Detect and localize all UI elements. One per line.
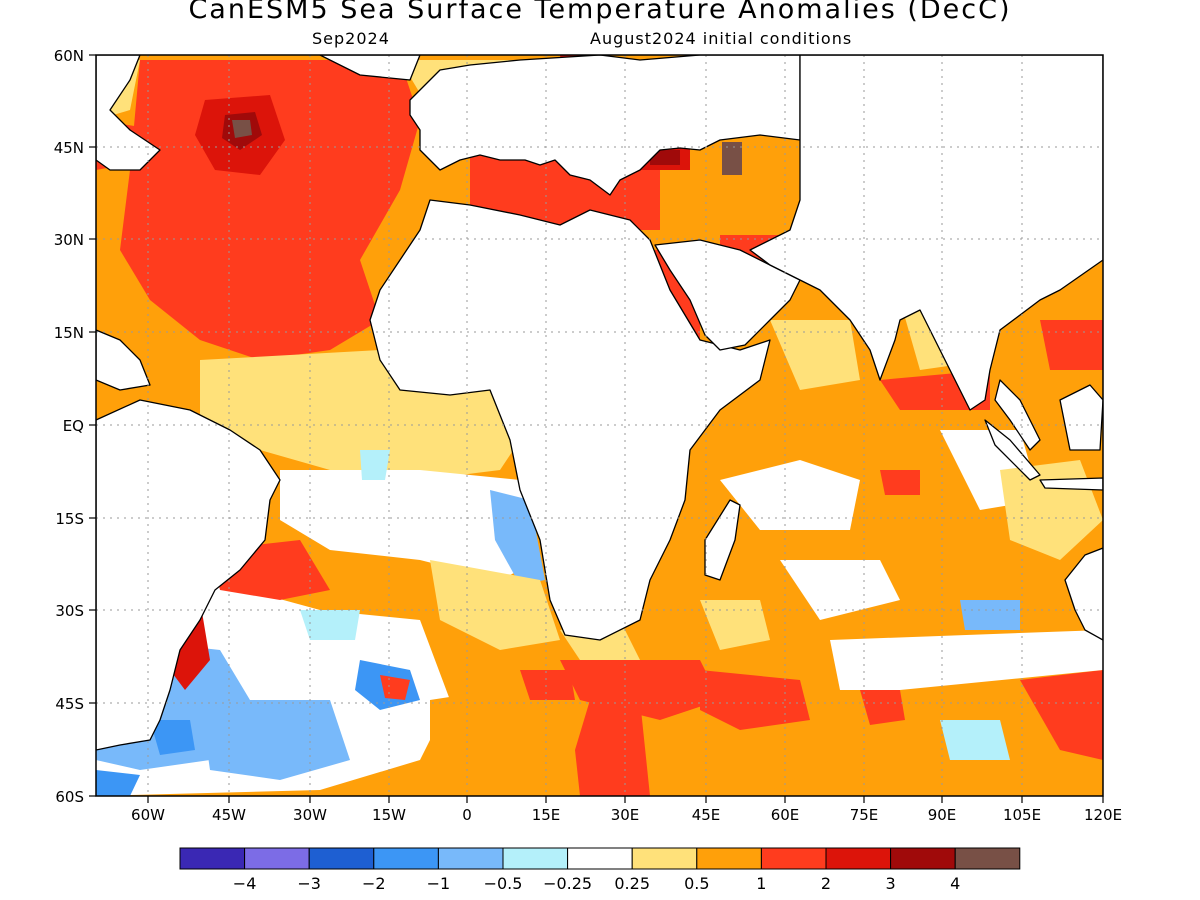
colorbar-label: −0.5 <box>484 874 523 893</box>
lon-tick-label: 105E <box>1003 806 1041 824</box>
colorbar-swatch <box>567 847 633 870</box>
colorbar-label: 2 <box>821 874 831 893</box>
latitude-labels: 60N 45N 30N 15N EQ 15S 30S 45S 60S <box>54 47 84 806</box>
north-america-landmass <box>96 55 161 171</box>
lon-tick-label: 30W <box>293 806 327 824</box>
colorbar-label: 4 <box>950 874 960 893</box>
colorbar-swatch <box>825 847 892 870</box>
colorbar-swatch <box>437 847 504 870</box>
lat-tick-label: 60S <box>55 788 84 806</box>
southeast-asia-landmass <box>994 379 1041 451</box>
lon-tick-label: 30E <box>611 806 640 824</box>
australia-landmass <box>1064 547 1103 641</box>
colorbar: −4 −3 −2 −1 −0.5 −0.25 0.25 0.5 1 2 3 4 <box>179 847 1021 893</box>
colorbar-swatch <box>502 847 569 870</box>
colorbar-label: 0.25 <box>614 874 650 893</box>
colorbar-label: 0.5 <box>684 874 709 893</box>
colorbar-swatch <box>179 847 246 870</box>
lon-tick-label: 0 <box>462 806 472 824</box>
south-america-landmass <box>96 399 281 751</box>
lon-tick-label: 15E <box>532 806 561 824</box>
europe-landmass <box>409 55 801 196</box>
lat-tick-label: 45S <box>55 695 84 713</box>
lon-tick-label: 45E <box>692 806 721 824</box>
initial-conditions-label: August2024 initial conditions <box>590 29 853 48</box>
longitude-labels: 60W 45W 30W 15W 0 15E 30E 45E 60E 75E 90… <box>131 806 1122 824</box>
arabia-landmass <box>654 239 801 351</box>
lon-tick-label: 60E <box>771 806 800 824</box>
forecast-month: Sep2024 <box>312 29 390 48</box>
colorbar-label: −3 <box>297 874 321 893</box>
lat-tick-label: 30S <box>55 602 84 620</box>
colorbar-swatch <box>760 847 827 870</box>
lat-tick-label: 15S <box>55 510 84 528</box>
java-landmass <box>1039 477 1103 491</box>
colorbar-swatches <box>179 847 1021 870</box>
lon-tick-label: 45W <box>212 806 246 824</box>
colorbar-labels: −4 −3 −2 −1 −0.5 −0.25 0.25 0.5 1 2 3 4 <box>233 874 960 893</box>
land-masses <box>96 55 1103 751</box>
colorbar-swatch <box>631 847 698 870</box>
lon-tick-label: 75E <box>850 806 879 824</box>
map-title: CanESM5 Sea Surface Temperature Anomalie… <box>188 0 1012 25</box>
lat-tick-label: 45N <box>54 139 84 157</box>
greenland-landmass <box>319 55 421 81</box>
colorbar-label: −1 <box>427 874 451 893</box>
lon-tick-label: 60W <box>131 806 165 824</box>
colorbar-label: 1 <box>756 874 766 893</box>
lat-tick-label: EQ <box>63 417 84 435</box>
colorbar-swatch <box>890 847 956 870</box>
lon-tick-label: 120E <box>1084 806 1122 824</box>
colorbar-swatch <box>308 847 375 870</box>
lat-tick-label: 60N <box>54 47 84 65</box>
lon-tick-label: 90E <box>928 806 957 824</box>
madagascar-landmass <box>704 499 741 581</box>
gridlines <box>96 55 1103 796</box>
colorbar-label: −4 <box>233 874 257 893</box>
tick-marks <box>89 54 1104 803</box>
colorbar-label: 3 <box>886 874 896 893</box>
colorbar-swatch <box>696 847 762 870</box>
colorbar-label: −2 <box>362 874 386 893</box>
map-plot-area <box>96 55 1103 796</box>
borneo-landmass <box>1059 384 1103 451</box>
lat-tick-label: 15N <box>54 324 84 342</box>
lat-tick-label: 30N <box>54 231 84 249</box>
lon-tick-label: 15W <box>372 806 406 824</box>
colorbar-swatch <box>244 847 310 870</box>
colorbar-swatch <box>954 847 1021 870</box>
colorbar-label: −0.25 <box>543 874 592 893</box>
central-america-landmass <box>96 329 151 391</box>
asia-landmass <box>749 55 1103 411</box>
africa-landmass <box>369 199 771 641</box>
colorbar-swatch <box>373 847 439 870</box>
sumatra-landmass <box>984 419 1041 481</box>
